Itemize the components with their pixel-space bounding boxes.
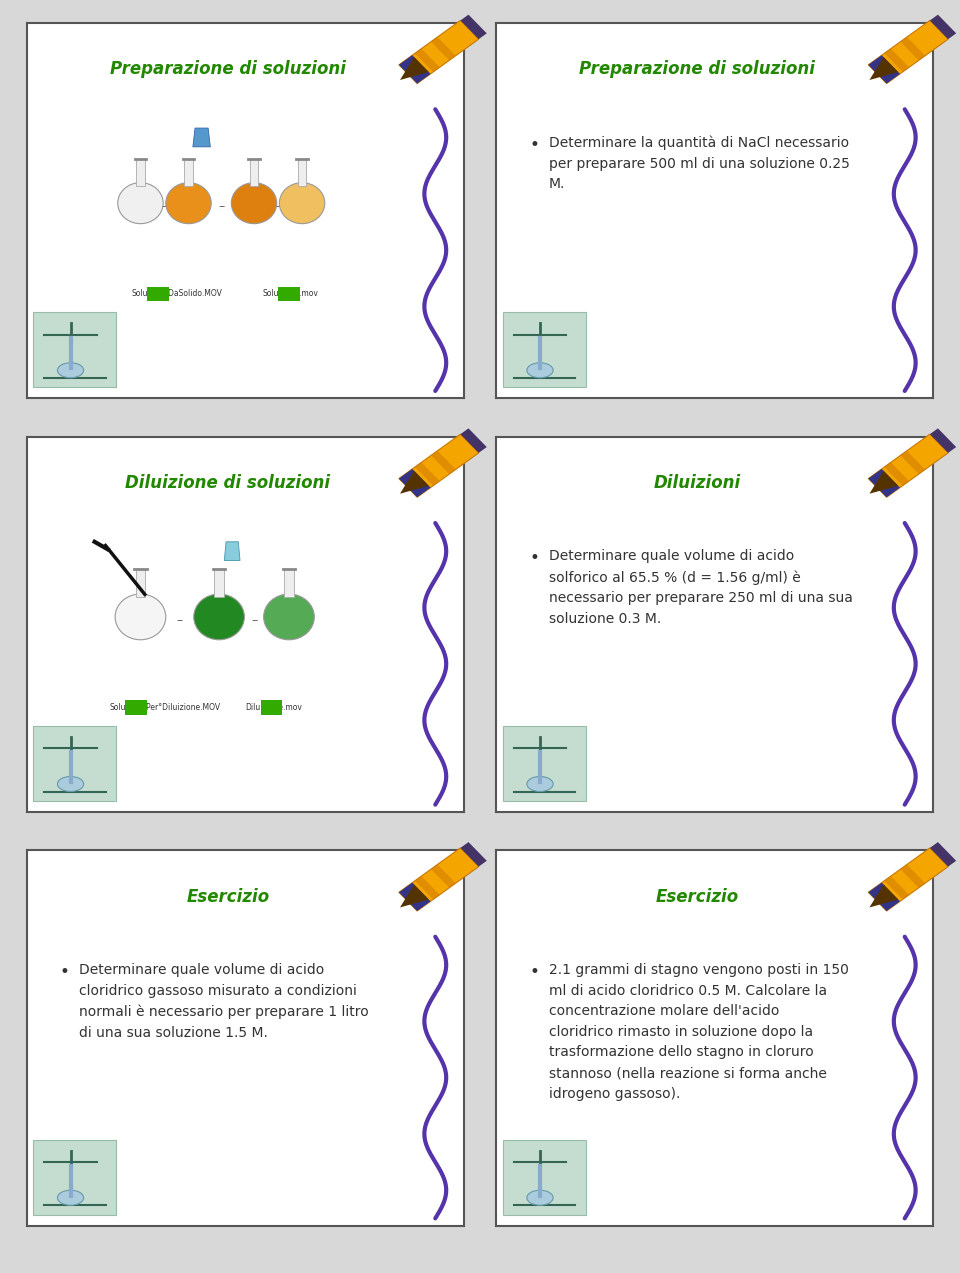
Polygon shape [884,462,909,486]
FancyBboxPatch shape [34,726,116,801]
Polygon shape [399,55,430,84]
Polygon shape [900,451,925,474]
Ellipse shape [58,777,84,792]
Polygon shape [869,887,893,911]
Polygon shape [399,848,479,911]
Polygon shape [415,876,440,900]
Polygon shape [399,887,423,911]
Polygon shape [415,48,440,73]
Ellipse shape [58,1190,84,1206]
Ellipse shape [279,182,324,224]
Polygon shape [869,848,948,911]
Polygon shape [900,37,925,60]
Polygon shape [869,474,893,498]
Bar [250,159,258,186]
Ellipse shape [527,363,553,378]
Bar [136,159,145,186]
Text: Diluizione di soluzioni: Diluizione di soluzioni [125,474,330,493]
Bar [147,286,169,300]
Polygon shape [431,451,456,474]
Polygon shape [399,474,423,498]
Text: –: – [177,614,183,628]
Polygon shape [869,882,900,911]
Polygon shape [869,468,900,498]
Text: Esercizio: Esercizio [656,889,739,906]
Text: Preparazione di soluzioni: Preparazione di soluzioni [109,60,346,79]
FancyBboxPatch shape [503,726,586,801]
Polygon shape [400,471,429,494]
Polygon shape [399,468,430,498]
FancyBboxPatch shape [34,1139,116,1214]
Polygon shape [870,471,899,494]
Ellipse shape [194,594,245,640]
Polygon shape [870,885,899,908]
Text: •: • [529,964,539,981]
Polygon shape [431,864,456,887]
Ellipse shape [166,182,211,224]
FancyBboxPatch shape [503,1139,586,1214]
Bar [278,286,300,300]
Text: SoluzionePer°Diluizione.MOV: SoluzionePer°Diluizione.MOV [109,703,221,712]
Ellipse shape [118,182,163,224]
Polygon shape [869,20,948,84]
Text: Esercizio: Esercizio [186,889,270,906]
Text: Soluzione.mov: Soluzione.mov [263,289,319,298]
Polygon shape [399,882,430,911]
Polygon shape [400,57,429,80]
Text: –: – [161,200,168,214]
Polygon shape [930,15,956,39]
Text: –: – [218,200,225,214]
Polygon shape [930,429,956,453]
Polygon shape [869,434,948,498]
Polygon shape [193,129,210,146]
Ellipse shape [264,594,314,640]
Polygon shape [461,15,487,39]
Bar [125,700,147,714]
Polygon shape [930,843,956,867]
Polygon shape [884,876,909,900]
Polygon shape [869,55,900,84]
Text: Determinare quale volume di acido
cloridrico gassoso misurato a condizioni
norma: Determinare quale volume di acido clorid… [80,964,369,1040]
Bar [260,700,282,714]
Polygon shape [431,37,456,60]
Ellipse shape [231,182,276,224]
Bar [284,569,294,597]
Polygon shape [415,462,440,486]
Polygon shape [461,843,487,867]
Bar [298,159,306,186]
Text: Diluizioni: Diluizioni [654,474,741,493]
Ellipse shape [115,594,166,640]
Polygon shape [225,542,240,560]
Ellipse shape [58,363,84,378]
Ellipse shape [527,777,553,792]
Bar [214,569,224,597]
Text: SoluzioneDaSolido.MOV: SoluzioneDaSolido.MOV [132,289,223,298]
Text: •: • [529,135,539,154]
FancyBboxPatch shape [503,312,586,387]
Polygon shape [399,60,423,84]
Polygon shape [884,48,909,73]
Text: •: • [60,964,69,981]
Text: –: – [251,614,257,628]
Text: Determinare la quantità di NaCl necessario
per preparare 500 ml di una soluzione: Determinare la quantità di NaCl necessar… [549,135,850,191]
Polygon shape [869,60,893,84]
Polygon shape [900,864,925,887]
Text: 2.1 grammi di stagno vengono posti in 150
ml di acido cloridrico 0.5 M. Calcolar: 2.1 grammi di stagno vengono posti in 15… [549,964,849,1101]
Polygon shape [399,434,479,498]
Polygon shape [400,885,429,908]
Bar [135,569,145,597]
Text: –: – [275,200,281,214]
Text: •: • [529,550,539,568]
Bar [184,159,193,186]
Polygon shape [461,429,487,453]
Text: Determinare quale volume di acido
solforico al 65.5 % (d = 1.56 g/ml) è
necessar: Determinare quale volume di acido solfor… [549,550,852,626]
FancyBboxPatch shape [34,312,116,387]
Polygon shape [399,20,479,84]
Polygon shape [870,57,899,80]
Text: Preparazione di soluzioni: Preparazione di soluzioni [579,60,815,79]
Text: Diluizione.mov: Diluizione.mov [246,703,302,712]
Ellipse shape [527,1190,553,1206]
